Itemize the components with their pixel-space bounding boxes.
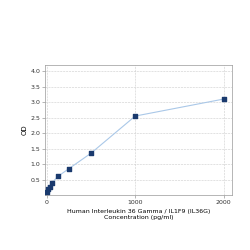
Y-axis label: OD: OD: [22, 125, 28, 135]
Point: [133, 114, 137, 118]
Point: [50, 180, 54, 184]
Point: [46, 188, 50, 192]
Point: [45, 190, 49, 194]
X-axis label: Human Interleukin 36 Gamma / IL1F9 (IL36G)
Concentration (pg/ml): Human Interleukin 36 Gamma / IL1F9 (IL36…: [67, 209, 210, 220]
Point: [56, 174, 60, 178]
Point: [67, 167, 71, 171]
Point: [222, 97, 226, 101]
Point: [48, 185, 52, 189]
Point: [89, 151, 93, 155]
